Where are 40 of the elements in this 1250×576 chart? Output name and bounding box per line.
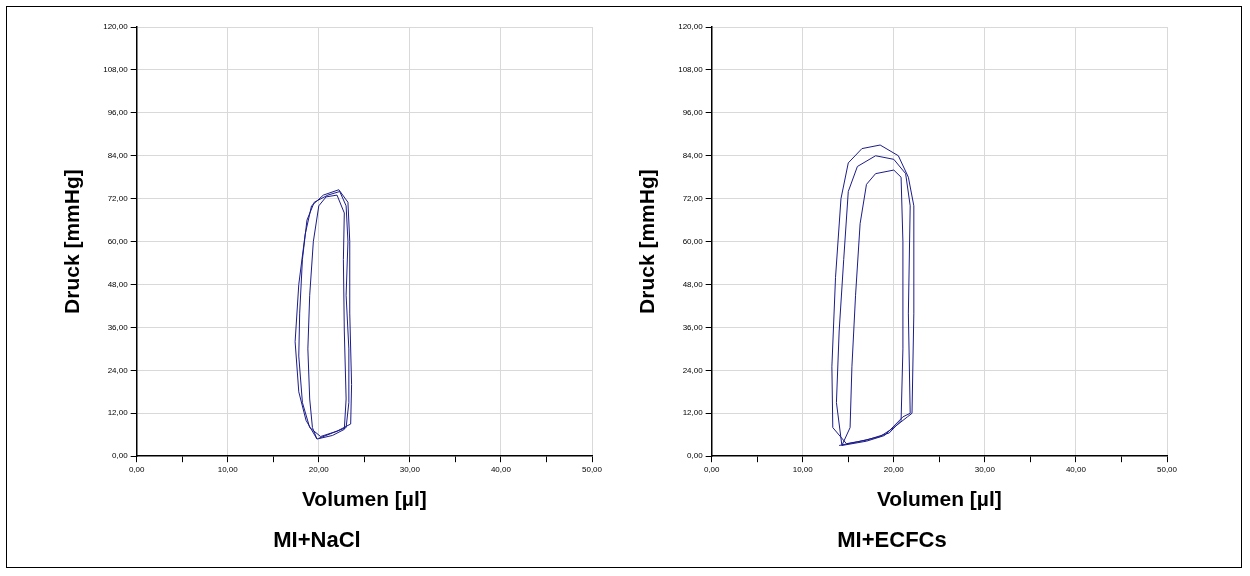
y-tick-label: 0,00 [687, 451, 704, 461]
y-tick-label: 24,00 [107, 365, 129, 375]
y-tick-label: 96,00 [682, 108, 704, 118]
x-tick-label: 50,00 [581, 465, 603, 475]
text: MI+NaCl [272, 527, 362, 553]
y-tick-label: 12,00 [682, 408, 704, 418]
y-tick-label: 12,00 [107, 408, 129, 418]
x-tick-label: 20,00 [883, 465, 905, 475]
y-tick-label: 24,00 [682, 365, 704, 375]
x-tick-label: 0,00 [703, 465, 720, 475]
y-tick-label: 60,00 [682, 236, 704, 246]
y-axis-title: Druck [mmHg] [60, 169, 84, 314]
y-tick-label: 60,00 [107, 236, 129, 246]
y-tick-label: 96,00 [107, 108, 129, 118]
y-tick-label: 108,00 [103, 65, 129, 75]
x-tick-label: 10,00 [217, 465, 239, 475]
y-tick-label: 72,00 [682, 193, 704, 203]
x-axis-title: Volumen [µl] [301, 487, 427, 511]
x-tick-label: 20,00 [308, 465, 330, 475]
x-tick-label: 10,00 [792, 465, 814, 475]
y-tick-label: 36,00 [107, 322, 129, 332]
y-tick-label: 108,00 [678, 65, 704, 75]
y-tick-label: 72,00 [107, 193, 129, 203]
y-tick-label: 48,00 [682, 279, 704, 289]
x-tick-label: 0,00 [128, 465, 145, 475]
y-tick-label: 120,00 [103, 22, 129, 32]
x-tick-label: 30,00 [974, 465, 996, 475]
y-tick-label: 0,00 [112, 451, 129, 461]
y-tick-label: 120,00 [678, 22, 704, 32]
x-tick-label: 40,00 [1065, 465, 1087, 475]
x-tick-label: 40,00 [490, 465, 512, 475]
x-axis-title: Volumen [µl] [876, 487, 1002, 511]
x-tick-label: 30,00 [399, 465, 421, 475]
x-tick-label: 50,00 [1156, 465, 1178, 475]
y-tick-label: 84,00 [107, 150, 129, 160]
y-tick-label: 48,00 [107, 279, 129, 289]
y-tick-label: 84,00 [682, 150, 704, 160]
y-tick-label: 36,00 [682, 322, 704, 332]
text: MI+ECFCs [836, 527, 948, 553]
y-axis-title: Druck [mmHg] [635, 169, 659, 314]
